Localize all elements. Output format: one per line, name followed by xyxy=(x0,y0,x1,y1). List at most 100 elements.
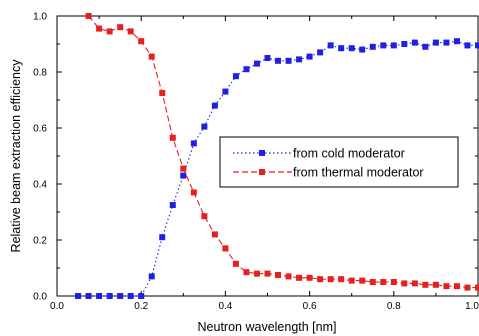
y-axis-label: Relative beam extraction efficiency xyxy=(9,59,23,253)
data-point xyxy=(422,281,429,288)
y-tick-label: 0.8 xyxy=(33,68,47,79)
data-point xyxy=(222,245,229,252)
data-point xyxy=(348,277,355,284)
data-point xyxy=(253,270,260,277)
data-point xyxy=(453,38,460,45)
y-tick-label: 0.6 xyxy=(33,124,47,135)
data-point xyxy=(75,293,82,299)
data-point xyxy=(453,283,460,290)
data-point xyxy=(85,293,92,299)
series-layer xyxy=(75,13,479,299)
data-point xyxy=(180,165,187,172)
x-tick-label: 1.0 xyxy=(465,301,479,312)
data-point xyxy=(106,293,113,299)
data-point xyxy=(359,277,366,284)
axis-ticks xyxy=(56,15,479,297)
data-point xyxy=(85,13,92,19)
data-point xyxy=(464,284,471,291)
data-point xyxy=(327,42,334,49)
data-point xyxy=(201,213,208,220)
data-point xyxy=(369,279,376,285)
y-tick-label: 0.0 xyxy=(33,292,47,303)
x-tick-label: 0.8 xyxy=(387,301,401,312)
data-point xyxy=(243,66,250,73)
x-tick-label: 0.6 xyxy=(303,301,317,312)
x-tick-label: 0.4 xyxy=(218,301,232,312)
data-point xyxy=(148,53,155,60)
data-point xyxy=(159,90,166,96)
x-tick-label: 0.2 xyxy=(134,301,148,312)
data-point xyxy=(180,172,187,179)
data-point xyxy=(285,57,292,64)
data-point xyxy=(317,276,324,283)
data-point xyxy=(148,273,155,280)
series-thermal xyxy=(85,13,479,291)
y-tick-label: 0.2 xyxy=(33,236,47,247)
data-point xyxy=(96,293,103,299)
data-point xyxy=(201,123,208,130)
legend-box xyxy=(219,136,459,188)
data-point xyxy=(211,231,218,238)
data-point xyxy=(306,53,313,60)
data-point xyxy=(359,46,366,53)
y-tick-label: 0.4 xyxy=(33,180,47,191)
legend-label-cold: from cold moderator xyxy=(293,147,405,161)
data-point xyxy=(127,28,134,35)
y-tick-label: 1.0 xyxy=(33,12,47,23)
data-point xyxy=(401,41,408,47)
data-point xyxy=(169,134,176,141)
data-point xyxy=(169,202,176,208)
data-point xyxy=(159,234,166,241)
data-point xyxy=(401,280,408,287)
data-point xyxy=(338,276,345,283)
data-point xyxy=(443,283,450,290)
data-point xyxy=(369,43,376,50)
data-point xyxy=(327,276,334,283)
data-point xyxy=(380,42,387,49)
data-point xyxy=(338,45,345,52)
data-point xyxy=(211,102,218,109)
data-point xyxy=(443,39,450,46)
legend-label-thermal: from thermal moderator xyxy=(293,166,424,180)
data-point xyxy=(296,56,303,63)
data-point xyxy=(411,39,418,46)
data-point xyxy=(390,42,397,49)
data-point xyxy=(138,38,145,45)
legend-marker-cold xyxy=(259,150,265,156)
data-point xyxy=(422,43,429,50)
data-point xyxy=(432,39,439,46)
series-cold xyxy=(75,38,479,299)
data-point xyxy=(106,28,113,35)
x-tick-label: 0.0 xyxy=(50,301,64,312)
legend: from cold moderator from thermal moderat… xyxy=(219,136,459,188)
data-point xyxy=(190,189,197,196)
data-point xyxy=(190,140,197,147)
axis-tick-labels: 0.0 0.2 0.4 0.6 0.8 1.0 0.0 0.2 0.4 0.6 0.8 1.0 xyxy=(33,12,479,313)
data-point xyxy=(96,25,103,32)
data-point xyxy=(264,55,271,61)
data-point xyxy=(138,293,145,299)
data-point xyxy=(390,279,397,285)
data-point xyxy=(232,260,239,267)
data-point xyxy=(464,42,471,49)
data-point xyxy=(317,49,324,56)
legend-marker-thermal xyxy=(259,169,265,175)
data-point xyxy=(232,73,239,80)
data-point xyxy=(475,42,479,49)
data-point xyxy=(222,88,229,95)
data-point xyxy=(380,279,387,285)
data-point xyxy=(296,274,303,281)
data-point xyxy=(275,272,282,278)
data-point xyxy=(285,273,292,280)
data-point xyxy=(264,270,271,277)
data-point xyxy=(253,60,260,67)
data-point xyxy=(306,274,313,281)
data-point xyxy=(243,269,250,276)
data-point xyxy=(475,284,479,291)
data-point xyxy=(275,57,282,64)
data-point xyxy=(127,293,134,299)
data-point xyxy=(117,293,124,299)
data-point xyxy=(348,45,355,52)
data-point xyxy=(432,281,439,288)
